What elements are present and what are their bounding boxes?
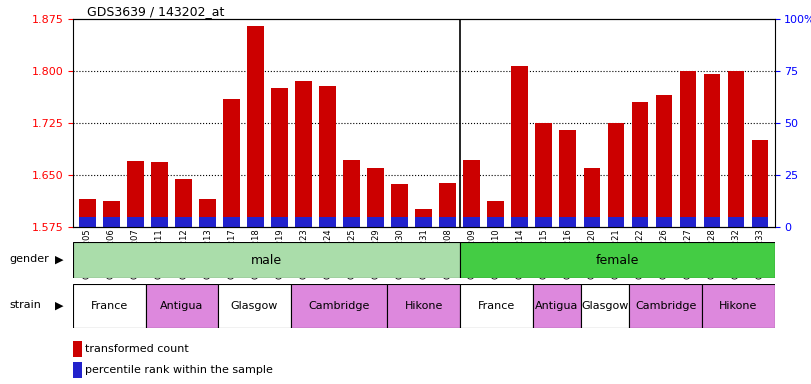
- Bar: [512, 217, 528, 227]
- Bar: [290, 284, 388, 328]
- Text: transformed count: transformed count: [85, 344, 189, 354]
- Bar: [680, 71, 697, 227]
- Text: strain: strain: [10, 300, 41, 310]
- Bar: [704, 74, 720, 227]
- Bar: [151, 217, 168, 227]
- Bar: [320, 217, 336, 227]
- Bar: [535, 217, 552, 227]
- Bar: [223, 217, 240, 227]
- Bar: [460, 242, 775, 278]
- Bar: [727, 217, 744, 227]
- Bar: [218, 284, 290, 328]
- Bar: [440, 217, 456, 227]
- Bar: [583, 217, 600, 227]
- Text: male: male: [251, 254, 282, 266]
- Bar: [175, 179, 192, 227]
- Bar: [607, 123, 624, 227]
- Text: Cambridge: Cambridge: [635, 301, 697, 311]
- Bar: [271, 88, 288, 227]
- Text: Hikone: Hikone: [719, 301, 757, 311]
- Bar: [271, 217, 288, 227]
- Bar: [680, 217, 697, 227]
- Text: ▶: ▶: [55, 254, 63, 264]
- Bar: [175, 217, 192, 227]
- Bar: [247, 217, 264, 227]
- Bar: [560, 217, 577, 227]
- Text: percentile rank within the sample: percentile rank within the sample: [85, 365, 273, 375]
- Bar: [320, 86, 336, 227]
- Bar: [73, 242, 460, 278]
- Bar: [73, 341, 82, 357]
- Bar: [632, 217, 648, 227]
- Bar: [512, 66, 528, 227]
- Bar: [560, 130, 577, 227]
- Bar: [73, 284, 145, 328]
- Bar: [607, 217, 624, 227]
- Text: GDS3639 / 143202_at: GDS3639 / 143202_at: [87, 5, 225, 18]
- Bar: [295, 81, 312, 227]
- Text: Cambridge: Cambridge: [308, 301, 370, 311]
- Bar: [223, 99, 240, 227]
- Text: Glasgow: Glasgow: [230, 301, 278, 311]
- Bar: [487, 217, 504, 227]
- Bar: [463, 217, 480, 227]
- Bar: [535, 123, 552, 227]
- Text: France: France: [91, 301, 128, 311]
- Text: ▶: ▶: [55, 300, 63, 310]
- Text: female: female: [595, 254, 639, 266]
- Bar: [655, 217, 672, 227]
- Bar: [103, 217, 120, 227]
- Bar: [702, 284, 775, 328]
- Bar: [460, 284, 533, 328]
- Bar: [752, 217, 769, 227]
- Bar: [752, 140, 769, 227]
- Bar: [440, 183, 456, 227]
- Bar: [367, 217, 384, 227]
- Bar: [704, 217, 720, 227]
- Bar: [487, 201, 504, 227]
- Bar: [295, 217, 312, 227]
- Bar: [629, 284, 702, 328]
- Bar: [73, 362, 82, 378]
- Bar: [392, 217, 408, 227]
- Text: Glasgow: Glasgow: [581, 301, 629, 311]
- Bar: [127, 161, 144, 227]
- Bar: [583, 168, 600, 227]
- Bar: [463, 159, 480, 227]
- Text: Antigua: Antigua: [535, 301, 578, 311]
- Bar: [151, 162, 168, 227]
- Bar: [388, 284, 460, 328]
- Bar: [415, 209, 432, 227]
- Bar: [145, 284, 218, 328]
- Text: gender: gender: [10, 254, 49, 264]
- Bar: [247, 26, 264, 227]
- Bar: [200, 199, 216, 227]
- Text: Antigua: Antigua: [160, 301, 204, 311]
- Bar: [79, 199, 96, 227]
- Bar: [727, 71, 744, 227]
- Bar: [200, 217, 216, 227]
- Text: France: France: [478, 301, 515, 311]
- Bar: [655, 95, 672, 227]
- Bar: [632, 102, 648, 227]
- Bar: [343, 217, 360, 227]
- Bar: [367, 168, 384, 227]
- Bar: [103, 201, 120, 227]
- Bar: [127, 217, 144, 227]
- Bar: [581, 284, 629, 328]
- Text: Hikone: Hikone: [405, 301, 443, 311]
- Bar: [392, 184, 408, 227]
- Bar: [79, 217, 96, 227]
- Bar: [533, 284, 581, 328]
- Bar: [415, 217, 432, 227]
- Bar: [343, 159, 360, 227]
